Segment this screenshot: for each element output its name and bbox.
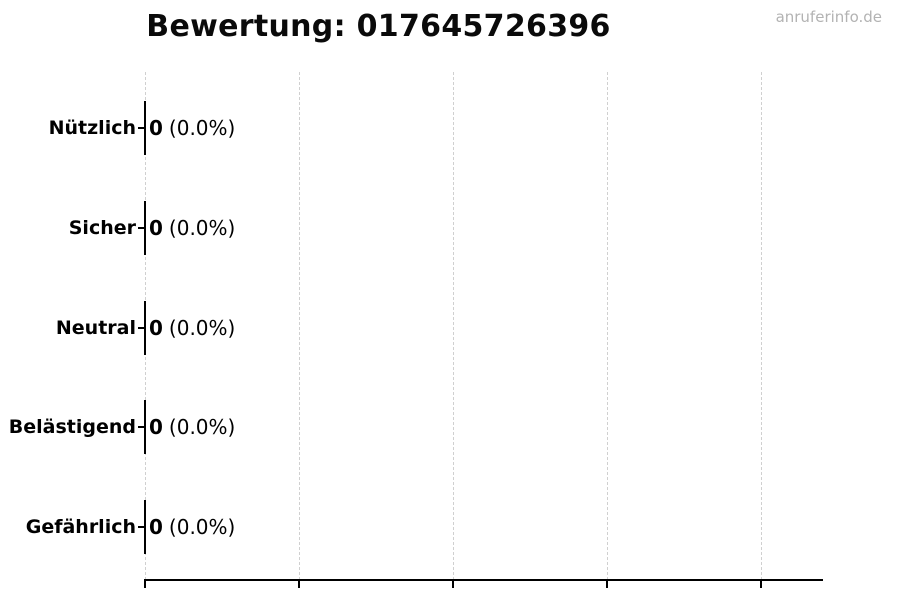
value-percentage: (0.0%) xyxy=(168,515,236,539)
x-gridline xyxy=(453,72,454,580)
y-axis-tick xyxy=(138,426,145,428)
x-axis-tick xyxy=(606,581,608,588)
zero-width-bar xyxy=(144,500,146,554)
category-label: Nützlich xyxy=(48,117,136,139)
value-label: 0 (0.0%) xyxy=(149,514,235,540)
category-label: Neutral xyxy=(55,317,136,339)
x-gridline xyxy=(761,72,762,580)
chart-title: Bewertung: 017645726396 xyxy=(146,9,611,44)
value-percentage: (0.0%) xyxy=(168,316,236,340)
value-percentage: (0.0%) xyxy=(168,116,236,140)
value-label: 0 (0.0%) xyxy=(149,315,235,341)
value-label: 0 (0.0%) xyxy=(149,115,235,141)
x-axis-tick xyxy=(298,581,300,588)
value-percentage: (0.0%) xyxy=(168,216,236,240)
zero-width-bar xyxy=(144,201,146,255)
zero-width-bar xyxy=(144,400,146,454)
value-label: 0 (0.0%) xyxy=(149,414,235,440)
zero-width-bar xyxy=(144,301,146,355)
x-gridline xyxy=(299,72,300,580)
y-axis-tick xyxy=(138,327,145,329)
value-count: 0 xyxy=(149,415,163,439)
category-label: Belästigend xyxy=(8,416,136,438)
value-count: 0 xyxy=(149,216,163,240)
x-axis-tick xyxy=(760,581,762,588)
y-axis-tick xyxy=(138,526,145,528)
value-count: 0 xyxy=(149,515,163,539)
value-percentage: (0.0%) xyxy=(168,415,236,439)
x-gridline xyxy=(607,72,608,580)
watermark-text: anruferinfo.de xyxy=(775,8,882,26)
category-label: Gefährlich xyxy=(25,516,136,538)
x-axis-tick xyxy=(144,581,146,588)
y-axis-tick xyxy=(138,127,145,129)
x-axis-tick xyxy=(452,581,454,588)
y-axis-tick xyxy=(138,227,145,229)
category-label: Sicher xyxy=(68,217,136,239)
value-count: 0 xyxy=(149,116,163,140)
x-axis-line xyxy=(144,579,823,581)
value-count: 0 xyxy=(149,316,163,340)
zero-width-bar xyxy=(144,101,146,155)
value-label: 0 (0.0%) xyxy=(149,215,235,241)
